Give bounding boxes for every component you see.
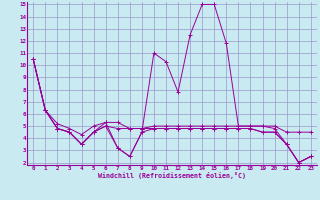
X-axis label: Windchill (Refroidissement éolien,°C): Windchill (Refroidissement éolien,°C) bbox=[98, 172, 246, 179]
